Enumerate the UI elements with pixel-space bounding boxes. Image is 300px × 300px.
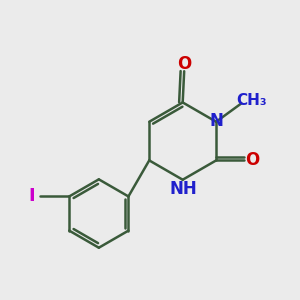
- Text: O: O: [177, 55, 191, 73]
- Text: I: I: [29, 188, 35, 206]
- Text: CH₃: CH₃: [236, 93, 267, 108]
- Text: N: N: [210, 112, 224, 130]
- Text: O: O: [245, 152, 259, 169]
- Text: NH: NH: [169, 180, 197, 198]
